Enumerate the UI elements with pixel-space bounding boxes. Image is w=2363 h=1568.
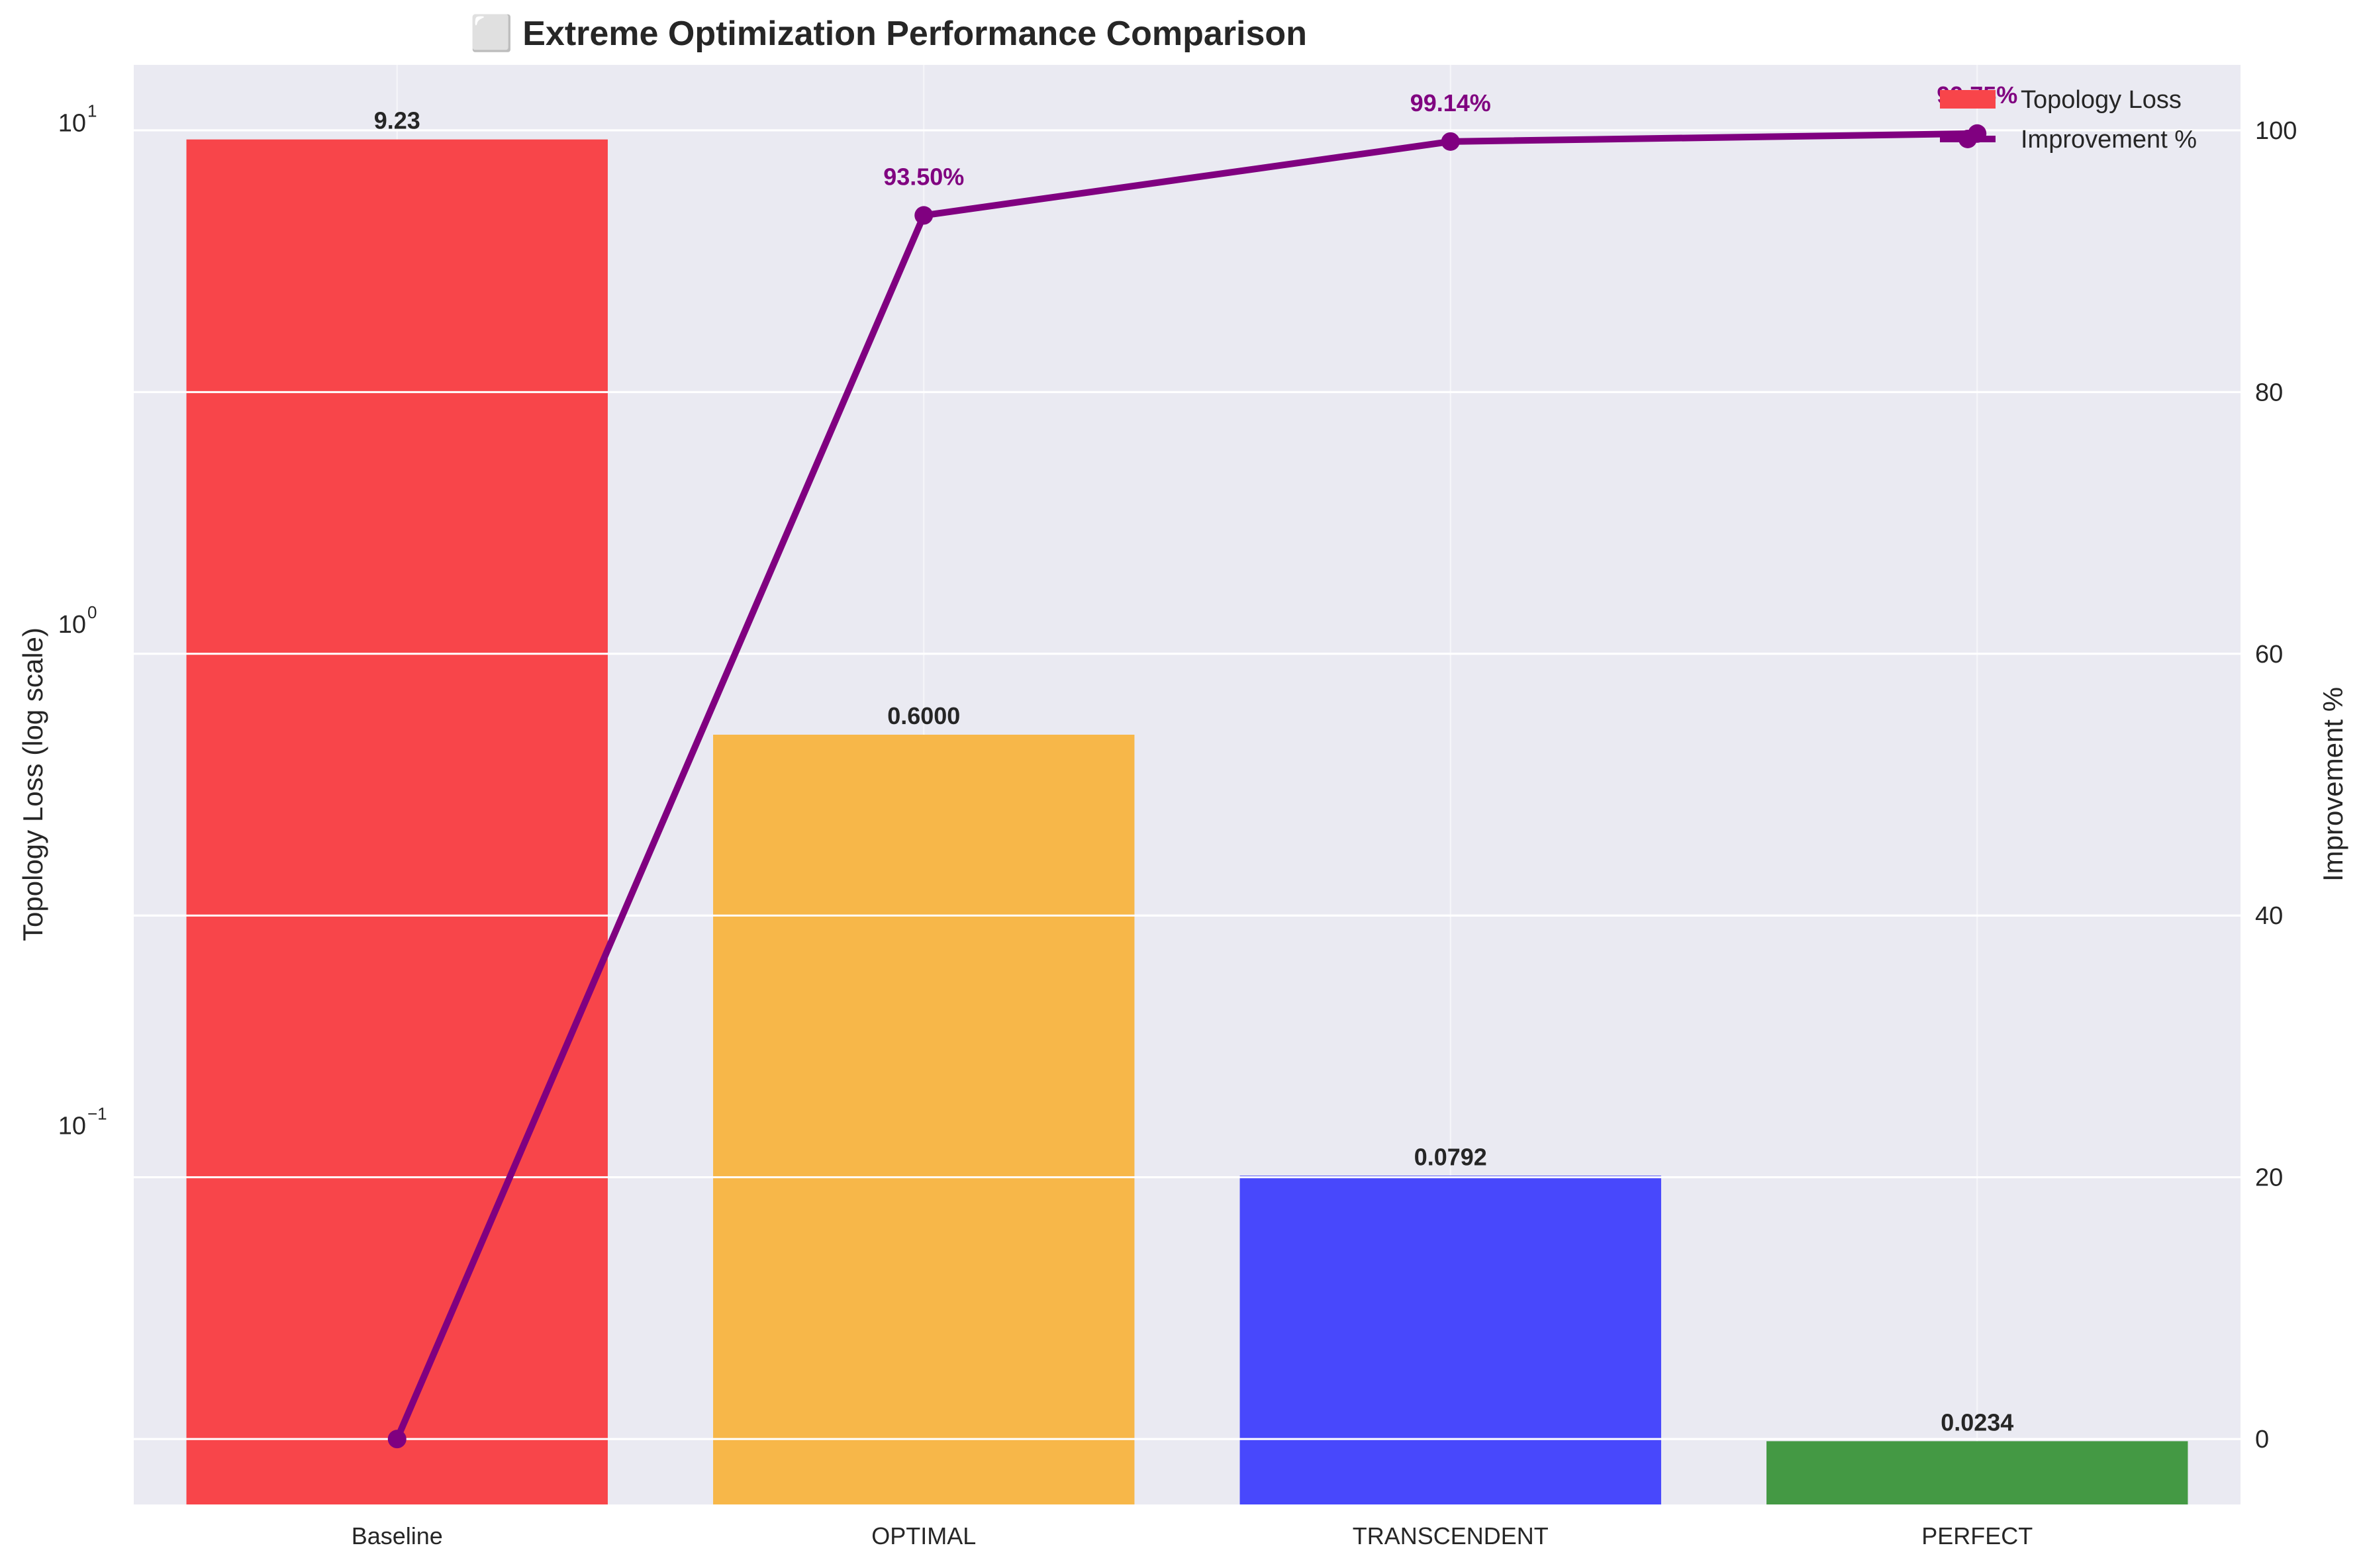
- bar-value-label: 0.0792: [1414, 1143, 1487, 1170]
- x-tick-labels: Baseline OPTIMAL TRANSCENDENT PERFECT: [352, 1522, 2033, 1549]
- y-left-tick-exponent: 1: [87, 101, 97, 120]
- y-left-tick-label: 10: [58, 1113, 86, 1140]
- bar: [186, 139, 608, 1505]
- y-left-axis-label: Topology Loss (log scale): [17, 627, 48, 941]
- x-tick-label: OPTIMAL: [871, 1522, 976, 1549]
- y-right-tick-label: 0: [2255, 1426, 2269, 1453]
- y-left-tick-exponent: −1: [87, 1104, 107, 1124]
- bar-value-labels: 9.23 0.6000 0.0792 0.0234: [374, 107, 2014, 1436]
- y-left-tick-label: 10: [58, 109, 86, 137]
- y-right-axis-label: Improvement %: [2317, 687, 2348, 882]
- chart-title: ⬜ Extreme Optimization Performance Compa…: [470, 13, 1307, 53]
- y-right-tick-label: 60: [2255, 641, 2283, 669]
- bar-value-label: 0.6000: [887, 702, 960, 729]
- y-right-tick-label: 100: [2255, 117, 2297, 145]
- bar: [1766, 1441, 2188, 1504]
- legend-label-topology-loss: Topology Loss: [2021, 86, 2182, 114]
- y-left-tick-exponent: 0: [87, 602, 97, 622]
- x-tick-label: Baseline: [352, 1522, 443, 1549]
- improvement-label: 93.50%: [883, 163, 964, 190]
- y-right-tick-labels: 0 20 40 60 80 100: [2255, 117, 2297, 1453]
- y-left-tick-label: 10: [58, 611, 86, 639]
- y-right-tick-label: 40: [2255, 902, 2283, 930]
- improvement-point: [1441, 132, 1460, 151]
- improvement-point: [387, 1430, 407, 1449]
- y-right-tick-label: 80: [2255, 379, 2283, 406]
- x-tick-label: PERFECT: [1921, 1522, 2033, 1549]
- y-right-tick-label: 20: [2255, 1164, 2283, 1192]
- bar-value-label: 0.0234: [1941, 1408, 2013, 1436]
- x-tick-label: TRANSCENDENT: [1353, 1522, 1549, 1549]
- bar: [1239, 1176, 1661, 1504]
- legend-swatch-topology-loss: [1940, 90, 1996, 109]
- legend-marker-improvement: [1958, 130, 1977, 148]
- improvement-point: [914, 206, 934, 225]
- bar: [713, 734, 1135, 1504]
- bar-value-label: 9.23: [374, 107, 420, 134]
- bars: [134, 129, 2241, 1505]
- improvement-line-path: [394, 130, 1978, 1441]
- legend: Topology Loss Improvement %: [1940, 86, 2197, 154]
- legend-label-improvement: Improvement %: [2021, 126, 2197, 154]
- improvement-label: 99.14%: [1410, 89, 1491, 116]
